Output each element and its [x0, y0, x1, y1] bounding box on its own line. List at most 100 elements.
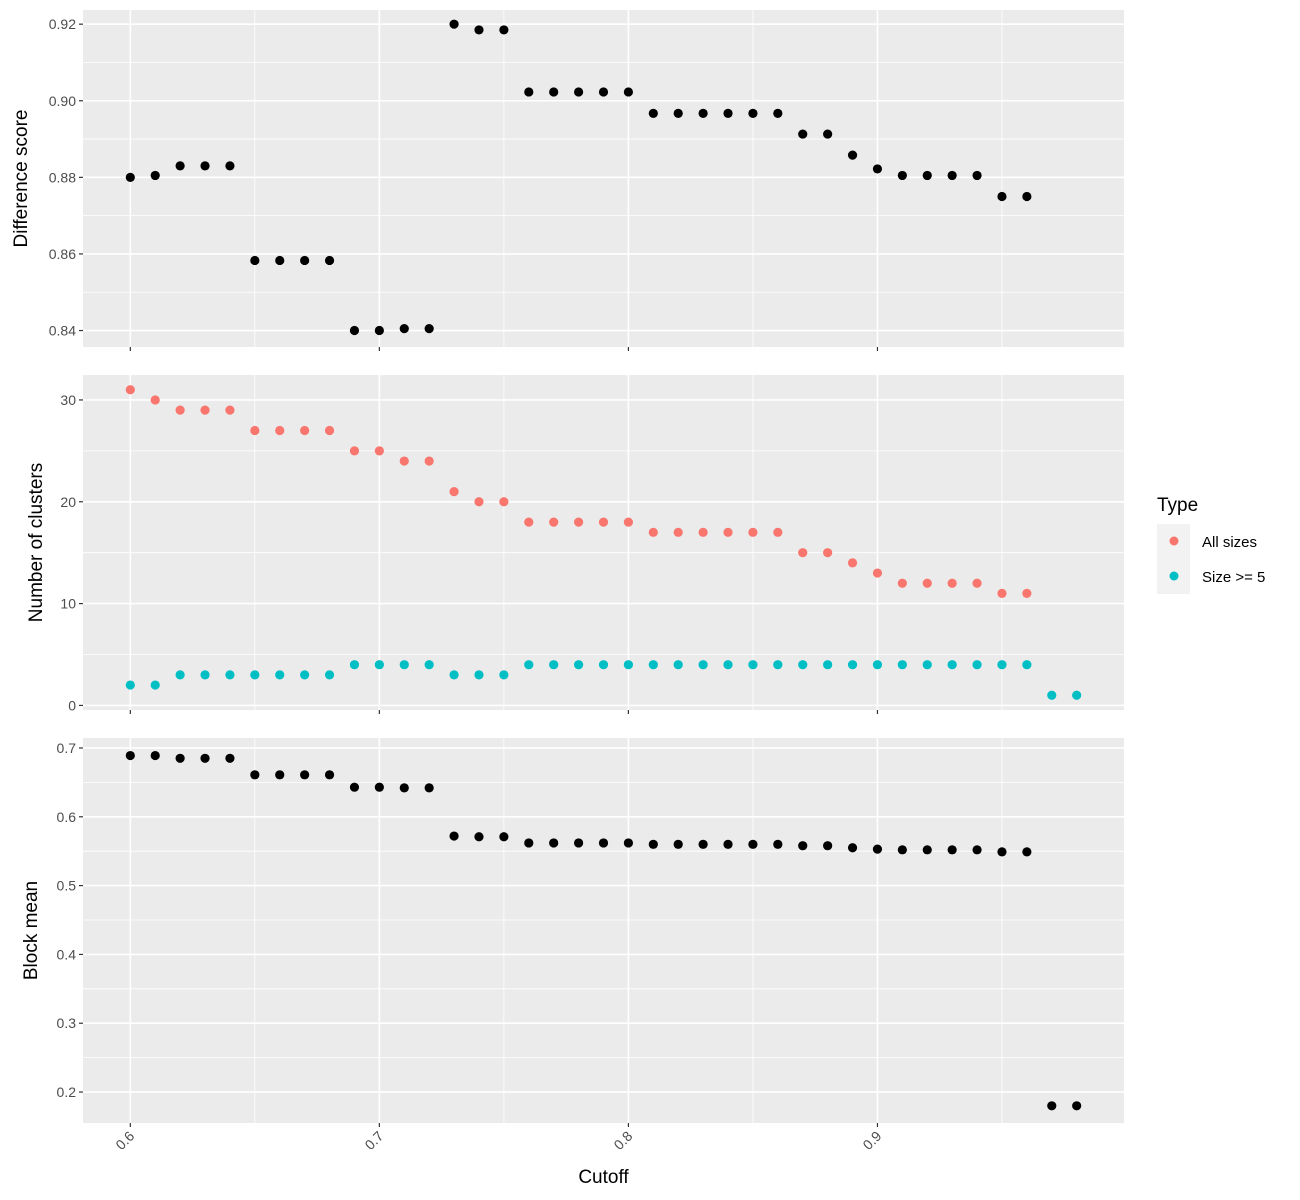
data-point — [847, 150, 858, 160]
data-point — [150, 680, 160, 690]
y-tick-label: 0.92 — [49, 16, 76, 32]
data-point — [573, 660, 584, 670]
data-point — [374, 446, 384, 456]
data-point — [922, 845, 932, 855]
data-point — [175, 670, 185, 680]
data-point — [598, 517, 609, 527]
data-point — [349, 325, 360, 336]
panel-background — [83, 10, 1124, 347]
data-point — [125, 172, 135, 182]
data-point — [200, 405, 210, 415]
data-point — [349, 660, 360, 670]
data-point — [748, 839, 758, 849]
data-point — [549, 660, 559, 670]
data-point — [922, 578, 932, 588]
data-point — [1022, 588, 1032, 599]
data-point — [524, 838, 534, 848]
series-2 — [125, 660, 1082, 700]
data-point — [972, 845, 982, 855]
data-point — [250, 770, 260, 780]
data-point — [449, 486, 459, 497]
data-point — [374, 660, 384, 670]
data-point — [474, 832, 484, 842]
data-point — [499, 832, 509, 842]
y-tick-label: 10 — [60, 596, 76, 612]
data-point — [549, 87, 559, 97]
data-point — [798, 660, 808, 670]
panel-background — [83, 375, 1124, 710]
data-point — [474, 497, 484, 507]
y-tick-label: 0 — [68, 697, 76, 713]
data-point — [723, 839, 733, 849]
data-point — [275, 770, 285, 780]
data-point — [175, 161, 185, 171]
data-point — [125, 385, 135, 395]
y-tick-label: 0.5 — [57, 878, 77, 894]
legend-key-all-sizes — [1169, 536, 1179, 546]
data-point — [250, 255, 260, 266]
data-point — [723, 527, 733, 537]
data-point — [748, 527, 758, 537]
series-1 — [125, 385, 1032, 599]
data-point — [349, 446, 360, 456]
data-point — [250, 670, 260, 680]
data-point — [1072, 1101, 1082, 1111]
data-point — [623, 517, 634, 527]
y-tick-label: 0.3 — [57, 1015, 77, 1031]
data-point — [673, 527, 683, 537]
y-tick-label: 0.6 — [57, 809, 77, 825]
data-point — [524, 660, 534, 670]
data-point — [225, 161, 235, 171]
data-point — [1047, 690, 1057, 700]
x-axis-title: Cutoff — [578, 1167, 629, 1188]
data-point — [673, 839, 683, 849]
panels: 0.84 0.86 0.88 0.90 0.92 Difference score 0 10 2… — [11, 10, 1124, 1188]
data-point — [300, 425, 310, 436]
y-tick-label: 0.7 — [57, 740, 77, 756]
data-point — [972, 660, 982, 670]
data-point — [698, 108, 708, 118]
data-point — [300, 255, 310, 266]
data-point — [200, 753, 210, 763]
data-point — [773, 660, 783, 670]
data-point — [723, 108, 733, 118]
y-tick-label: 0.84 — [49, 323, 76, 339]
data-point — [648, 108, 658, 118]
data-point — [648, 527, 658, 537]
data-point — [872, 568, 883, 578]
y-axis-title: Block mean — [21, 881, 42, 980]
data-point — [399, 456, 409, 466]
data-point — [922, 170, 932, 181]
panel-2: 0 10 20 30 Number of clusters — [26, 375, 1124, 714]
data-point — [997, 660, 1007, 670]
data-point — [872, 844, 883, 854]
y-axis-title: Number of clusters — [26, 463, 47, 622]
x-tick-label: 0.8 — [610, 1128, 635, 1153]
data-point — [324, 255, 335, 266]
data-point — [150, 750, 160, 761]
x-tick-label: 0.9 — [859, 1128, 884, 1153]
data-point — [1072, 690, 1082, 700]
data-point — [823, 548, 833, 558]
data-point — [972, 170, 982, 181]
x-tick-label: 0.6 — [112, 1128, 137, 1153]
data-point — [225, 753, 235, 763]
y-tick-label: 30 — [60, 392, 76, 408]
y-tick-label: 20 — [60, 494, 76, 510]
data-point — [549, 838, 559, 848]
series-1 — [125, 19, 1032, 336]
data-point — [324, 770, 335, 780]
data-point — [872, 164, 883, 174]
data-point — [798, 841, 808, 851]
y-tick-label: 0.90 — [49, 93, 76, 109]
data-point — [424, 783, 434, 793]
data-point — [150, 395, 160, 405]
data-point — [549, 517, 559, 527]
data-point — [499, 25, 509, 35]
data-point — [748, 108, 758, 118]
data-point — [324, 425, 335, 436]
data-point — [573, 838, 584, 848]
data-point — [474, 670, 484, 680]
data-point — [748, 660, 758, 670]
data-point — [399, 324, 409, 334]
